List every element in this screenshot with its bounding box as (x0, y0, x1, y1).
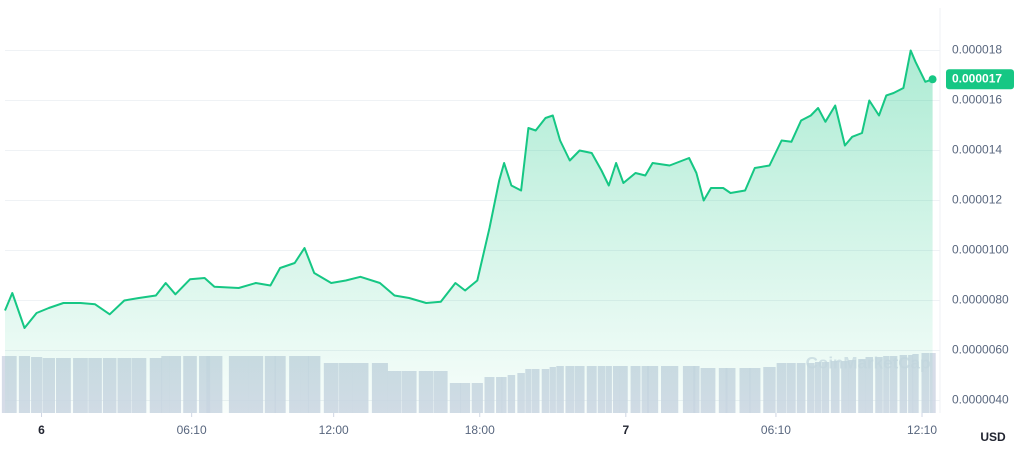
x-tick-label: 06:10 (177, 423, 207, 437)
currency-label: USD (980, 430, 1006, 444)
x-tick-label: 18:00 (465, 423, 495, 437)
price-tag-bg (946, 69, 1014, 90)
price-area (5, 50, 933, 413)
y-tick-label: 0.0000080 (952, 293, 1009, 307)
price-line (4, 49, 933, 329)
y-tick-label: 0.0000100 (952, 243, 1009, 257)
y-tick-label: 0.000014 (952, 143, 1002, 157)
last-point (928, 75, 937, 84)
x-tick-label: 6 (38, 423, 45, 437)
x-tick-label: 06:10 (761, 423, 791, 437)
y-tick-label: 0.000012 (952, 193, 1002, 207)
price-tag: 0.000017 (952, 71, 1002, 85)
x-tick-label: 12:00 (319, 423, 349, 437)
x-tick-label: 7 (622, 423, 629, 437)
y-tick-label: 0.000016 (952, 93, 1002, 107)
x-tick-label: 12:10 (907, 423, 937, 437)
y-tick-label: 0.0000060 (952, 343, 1009, 357)
y-tick-label: 0.0000040 (952, 393, 1009, 407)
y-tick-label: 0.000018 (952, 43, 1002, 57)
